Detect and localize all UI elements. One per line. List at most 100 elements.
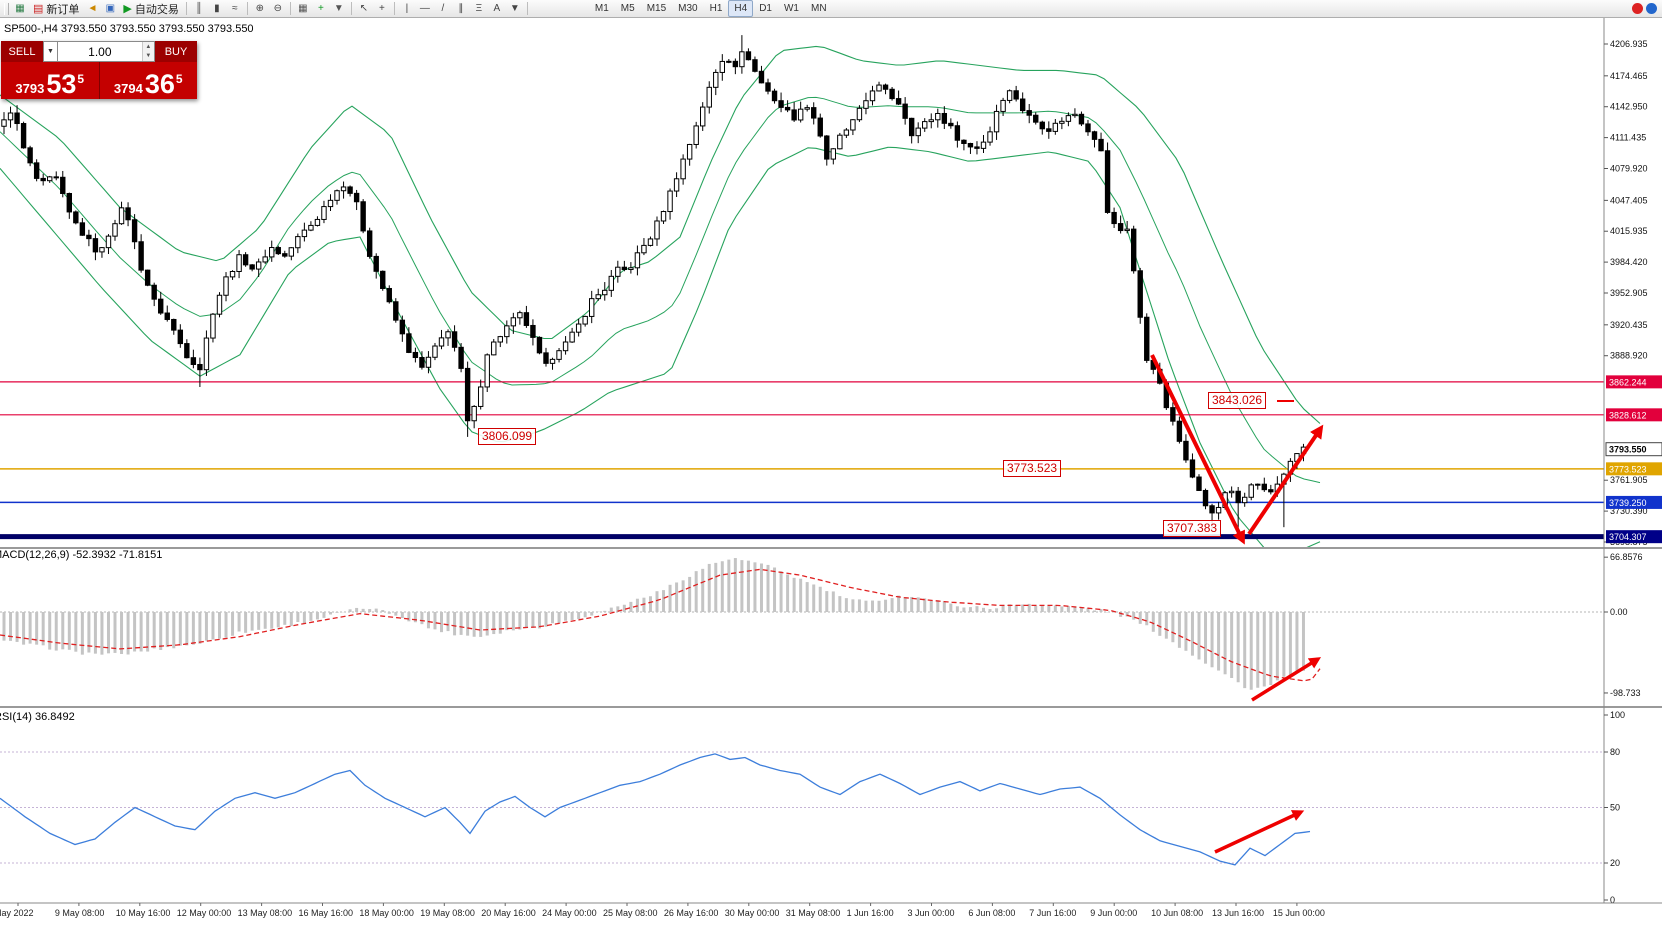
svg-text:1 Jun 16:00: 1 Jun 16:00 [847, 908, 894, 918]
price-axis[interactable]: 4206.935 4174.465 4142.950 4111.435 4079.920… [1603, 18, 1662, 905]
timeframe-mn[interactable]: MN [810, 3, 827, 14]
svg-text:30 May 00:00: 30 May 00:00 [725, 908, 780, 918]
vertical-line-icon: | [405, 2, 409, 14]
candlestick-chart-icon[interactable]: ▮ [208, 1, 226, 17]
line-chart-icon[interactable]: ≈ [226, 1, 244, 17]
pane-separator[interactable] [0, 547, 1662, 549]
toolbar-separator [185, 2, 187, 15]
auto-trading-icon: ▶ [123, 3, 132, 15]
volume-input[interactable] [58, 42, 142, 61]
toolbar-separator [526, 2, 528, 15]
svg-text:6 Jun 08:00: 6 Jun 08:00 [968, 908, 1015, 918]
bar-chart-icon[interactable]: ║ [190, 1, 208, 17]
tile-windows-icon[interactable]: ▦ [294, 1, 312, 17]
tile-windows-icon: ▦ [298, 2, 308, 14]
horizontal-line-icon[interactable]: — [416, 1, 434, 17]
pane-separator[interactable] [0, 706, 1662, 708]
timeframe-w1[interactable]: W1 [783, 3, 799, 14]
timeframe-m30[interactable]: M30 [678, 3, 698, 14]
toolbar-separator [246, 2, 248, 15]
svg-text:26 May 16:00: 26 May 16:00 [664, 908, 719, 918]
trend-arrow [1214, 810, 1305, 854]
arrow-objects-icon[interactable]: ▼ [506, 1, 524, 17]
svg-text:3761.905: 3761.905 [1610, 475, 1648, 485]
svg-text:80: 80 [1610, 747, 1620, 757]
new-chart-icon: ▦ [15, 2, 25, 14]
trendline-icon[interactable]: / [434, 1, 452, 17]
vertical-line-icon[interactable]: | [398, 1, 416, 17]
alert-red-icon[interactable] [1632, 3, 1643, 14]
order-type-dropdown[interactable]: ▼ [43, 41, 58, 62]
main-price-pane[interactable] [0, 35, 1604, 552]
timeframe-buttons: M1 M5 M15 M30 H1 H4 D1 W1 MN [589, 0, 833, 17]
fibonacci-icon[interactable]: Ξ [470, 1, 488, 17]
svg-text:3920.435: 3920.435 [1610, 320, 1648, 330]
zoom-out-icon[interactable]: ⊖ [269, 1, 287, 17]
svg-text:0.00: 0.00 [1610, 607, 1628, 617]
zoom-in-icon: ⊕ [255, 2, 265, 14]
svg-text:3739.250: 3739.250 [1609, 498, 1647, 508]
new-chart-icon[interactable]: ▦ [11, 1, 29, 17]
svg-text:9 May 08:00: 9 May 08:00 [55, 908, 105, 918]
svg-text:3793.550: 3793.550 [1609, 445, 1647, 455]
cursor-icon[interactable]: ↖ [355, 1, 373, 17]
depth-of-market-icon: ▣ [105, 2, 116, 14]
rsi-line [0, 753, 1311, 866]
ask-price[interactable]: 3794 36 5 [100, 62, 198, 99]
timeframe-m1[interactable]: M1 [594, 3, 609, 14]
toolbar-separator [350, 2, 352, 15]
svg-text:18 May 00:00: 18 May 00:00 [359, 908, 414, 918]
svg-text:May 2022: May 2022 [0, 908, 34, 918]
svg-text:15 Jun 00:00: 15 Jun 00:00 [1273, 908, 1325, 918]
fibonacci-icon: Ξ [475, 2, 483, 14]
channel-icon[interactable]: ∥ [452, 1, 470, 17]
svg-text:100: 100 [1610, 710, 1625, 720]
macd-indicator-label: MACD(12,26,9) -52.3932 -71.8151 [0, 549, 163, 561]
trend-arrow [1247, 424, 1324, 536]
auto-trading-button[interactable]: ▶ 自动交易 [119, 1, 182, 17]
timeframe-m15[interactable]: M15 [646, 3, 667, 14]
crosshair-icon[interactable]: + [373, 1, 391, 17]
timeframe-m5[interactable]: M5 [620, 3, 635, 14]
trend-arrow [1251, 657, 1322, 702]
chart-ohlc-title: SP500-,H4 3793.550 3793.550 3793.550 379… [4, 23, 254, 35]
volume-decrease-button[interactable]: ▼ [142, 51, 154, 61]
svg-text:3888.920: 3888.920 [1610, 351, 1648, 361]
volume-increase-button[interactable]: ▲ [142, 42, 154, 52]
announcement-icon[interactable]: ◄ [83, 1, 101, 17]
sell-button[interactable]: SELL [8, 45, 36, 58]
text-icon[interactable]: A [488, 1, 506, 17]
timeframe-d1[interactable]: D1 [759, 3, 772, 14]
alert-blue-icon[interactable] [1646, 3, 1657, 14]
time-axis[interactable]: May 2022 9 May 08:00 10 May 16:00 12 May 00… [0, 902, 1662, 918]
templates-icon[interactable]: ▼ [330, 1, 348, 17]
svg-text:16 May 16:00: 16 May 16:00 [299, 908, 354, 918]
depth-of-market-icon[interactable]: ▣ [101, 1, 119, 17]
svg-text:4174.465: 4174.465 [1610, 71, 1648, 81]
macd-pane[interactable] [0, 558, 1604, 702]
bollinger-lower-band [0, 146, 1321, 547]
timeframe-h4[interactable]: H4 [728, 0, 754, 17]
channel-icon: ∥ [458, 2, 464, 14]
bid-pip-digit: 5 [77, 72, 85, 86]
price-callout: 3806.099 [478, 428, 537, 445]
buy-button[interactable]: BUY [164, 45, 188, 58]
chart-canvas[interactable]: 4206.935 4174.465 4142.950 4111.435 4079.920… [0, 18, 1662, 935]
bollinger-upper-band [0, 45, 1321, 424]
new-order-button[interactable]: ▤ 新订单 [29, 1, 83, 17]
indicators-icon[interactable]: + [312, 1, 330, 17]
toolbar-grip[interactable] [4, 2, 9, 15]
auto-trading-button-label: 自动交易 [134, 3, 179, 16]
svg-text:13 Jun 16:00: 13 Jun 16:00 [1212, 908, 1264, 918]
timeframe-h1[interactable]: H1 [709, 3, 723, 14]
bid-price[interactable]: 3793 53 5 [1, 62, 100, 99]
zoom-in-icon[interactable]: ⊕ [251, 1, 269, 17]
horizontal-line-icon: — [419, 2, 430, 14]
svg-text:19 May 08:00: 19 May 08:00 [420, 908, 475, 918]
rsi-pane[interactable] [0, 751, 1604, 866]
bid-prefix: 3793 [15, 81, 45, 96]
candles-layer [1, 35, 1307, 534]
line-chart-icon: ≈ [232, 2, 238, 14]
svg-text:66.8576: 66.8576 [1610, 552, 1643, 562]
